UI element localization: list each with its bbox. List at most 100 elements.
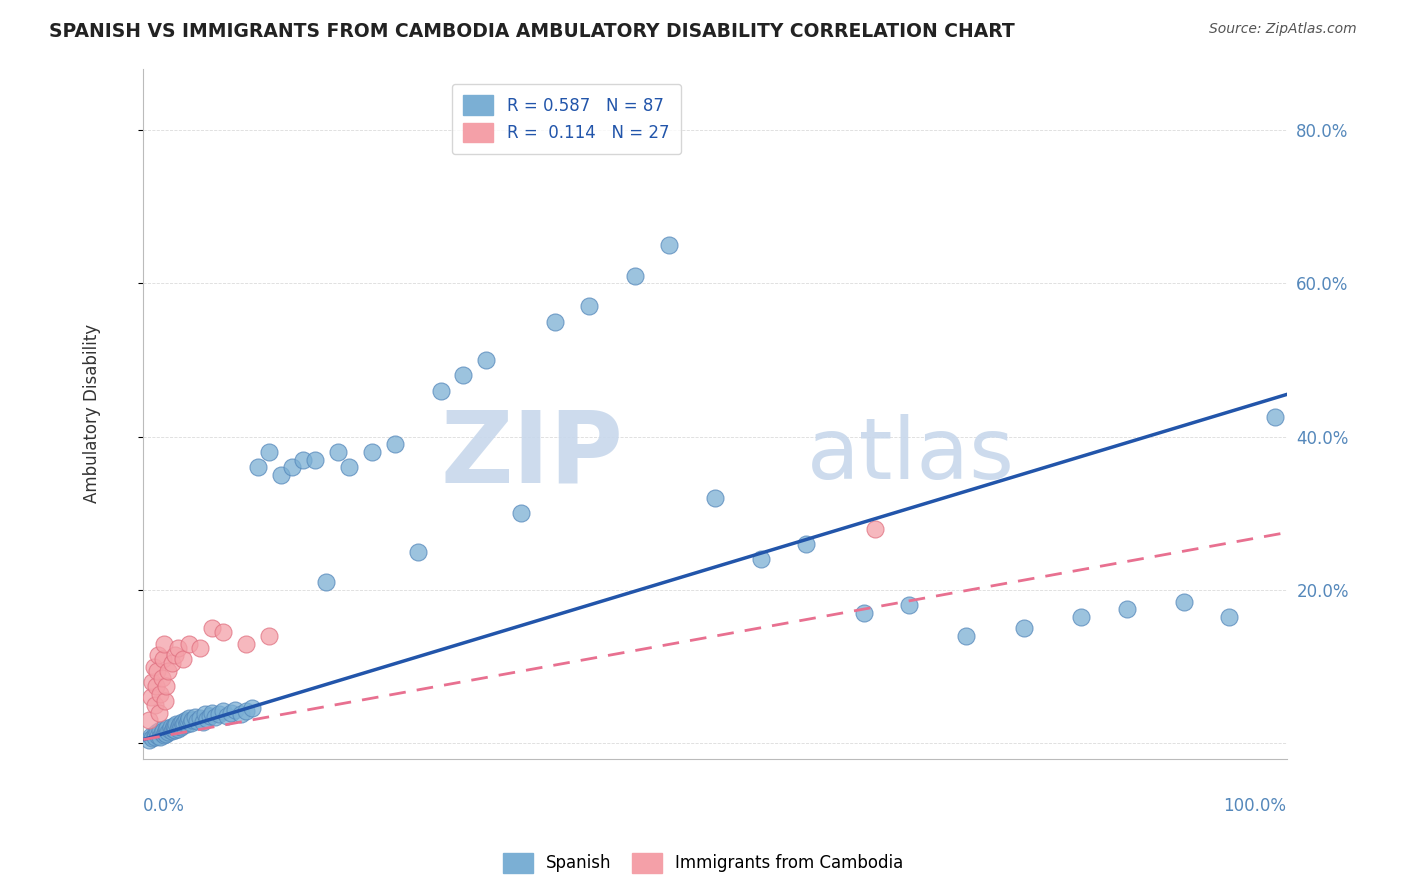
- Point: [150, 671, 173, 685]
- Point: [212, 704, 235, 718]
- Point: [235, 637, 257, 651]
- Point: [148, 648, 170, 663]
- Point: [162, 722, 184, 736]
- Point: [181, 713, 204, 727]
- Point: [150, 726, 173, 740]
- Point: [704, 491, 727, 505]
- Point: [1264, 410, 1286, 425]
- Point: [1218, 610, 1240, 624]
- Point: [165, 723, 187, 738]
- Point: [138, 732, 160, 747]
- Point: [166, 717, 188, 731]
- Point: [177, 711, 200, 725]
- Point: [159, 720, 181, 734]
- Point: [229, 707, 252, 722]
- Point: [149, 723, 172, 737]
- Point: [201, 706, 224, 720]
- Point: [170, 720, 193, 734]
- Point: [172, 718, 194, 732]
- Point: [190, 640, 212, 655]
- Point: [146, 725, 169, 739]
- Point: [198, 709, 221, 723]
- Point: [190, 711, 212, 725]
- Point: [544, 315, 567, 329]
- Point: [194, 707, 217, 722]
- Point: [208, 707, 231, 722]
- Point: [257, 629, 280, 643]
- Point: [180, 715, 202, 730]
- Point: [152, 724, 174, 739]
- Text: ZIP: ZIP: [440, 407, 623, 504]
- Point: [177, 714, 200, 729]
- Point: [796, 537, 818, 551]
- Point: [172, 652, 194, 666]
- Point: [146, 664, 169, 678]
- Text: atlas: atlas: [807, 414, 1014, 497]
- Point: [160, 724, 183, 739]
- Point: [157, 725, 180, 739]
- Point: [361, 445, 384, 459]
- Point: [165, 648, 187, 663]
- Point: [337, 460, 360, 475]
- Point: [138, 714, 160, 728]
- Point: [184, 709, 207, 723]
- Point: [141, 731, 163, 745]
- Point: [155, 727, 177, 741]
- Point: [292, 452, 315, 467]
- Point: [163, 719, 186, 733]
- Point: [153, 694, 176, 708]
- Point: [166, 722, 188, 736]
- Point: [153, 728, 176, 742]
- Point: [169, 716, 191, 731]
- Point: [749, 552, 772, 566]
- Legend: R = 0.587   N = 87, R =  0.114   N = 27: R = 0.587 N = 87, R = 0.114 N = 27: [451, 84, 681, 154]
- Point: [1070, 610, 1092, 624]
- Text: 100.0%: 100.0%: [1223, 797, 1286, 814]
- Text: 0.0%: 0.0%: [143, 797, 186, 814]
- Point: [1173, 594, 1195, 608]
- Point: [165, 720, 187, 734]
- Point: [326, 445, 349, 459]
- Point: [429, 384, 451, 398]
- Point: [149, 730, 172, 744]
- Point: [281, 460, 304, 475]
- Point: [148, 706, 170, 720]
- Legend: Spanish, Immigrants from Cambodia: Spanish, Immigrants from Cambodia: [496, 847, 910, 880]
- Point: [156, 721, 179, 735]
- Point: [240, 701, 263, 715]
- Point: [148, 729, 170, 743]
- Point: [160, 656, 183, 670]
- Point: [304, 452, 326, 467]
- Point: [509, 507, 531, 521]
- Point: [1115, 602, 1137, 616]
- Point: [186, 714, 208, 729]
- Point: [315, 575, 337, 590]
- Point: [257, 445, 280, 459]
- Point: [384, 437, 406, 451]
- Point: [204, 710, 226, 724]
- Point: [658, 238, 681, 252]
- Point: [153, 725, 176, 739]
- Point: [155, 723, 177, 738]
- Text: Ambulatory Disability: Ambulatory Disability: [83, 324, 101, 503]
- Point: [167, 719, 190, 733]
- Point: [453, 368, 475, 383]
- Point: [898, 599, 921, 613]
- Point: [143, 731, 166, 745]
- Point: [235, 704, 257, 718]
- Point: [852, 606, 875, 620]
- Point: [221, 706, 243, 720]
- Point: [177, 637, 200, 651]
- Point: [176, 717, 198, 731]
- Point: [172, 714, 194, 729]
- Point: [157, 664, 180, 678]
- Point: [246, 460, 269, 475]
- Text: SPANISH VS IMMIGRANTS FROM CAMBODIA AMBULATORY DISABILITY CORRELATION CHART: SPANISH VS IMMIGRANTS FROM CAMBODIA AMBU…: [49, 22, 1015, 41]
- Point: [166, 640, 188, 655]
- Point: [152, 652, 174, 666]
- Point: [141, 729, 163, 743]
- Point: [149, 687, 172, 701]
- Point: [195, 712, 218, 726]
- Point: [270, 468, 292, 483]
- Point: [955, 629, 977, 643]
